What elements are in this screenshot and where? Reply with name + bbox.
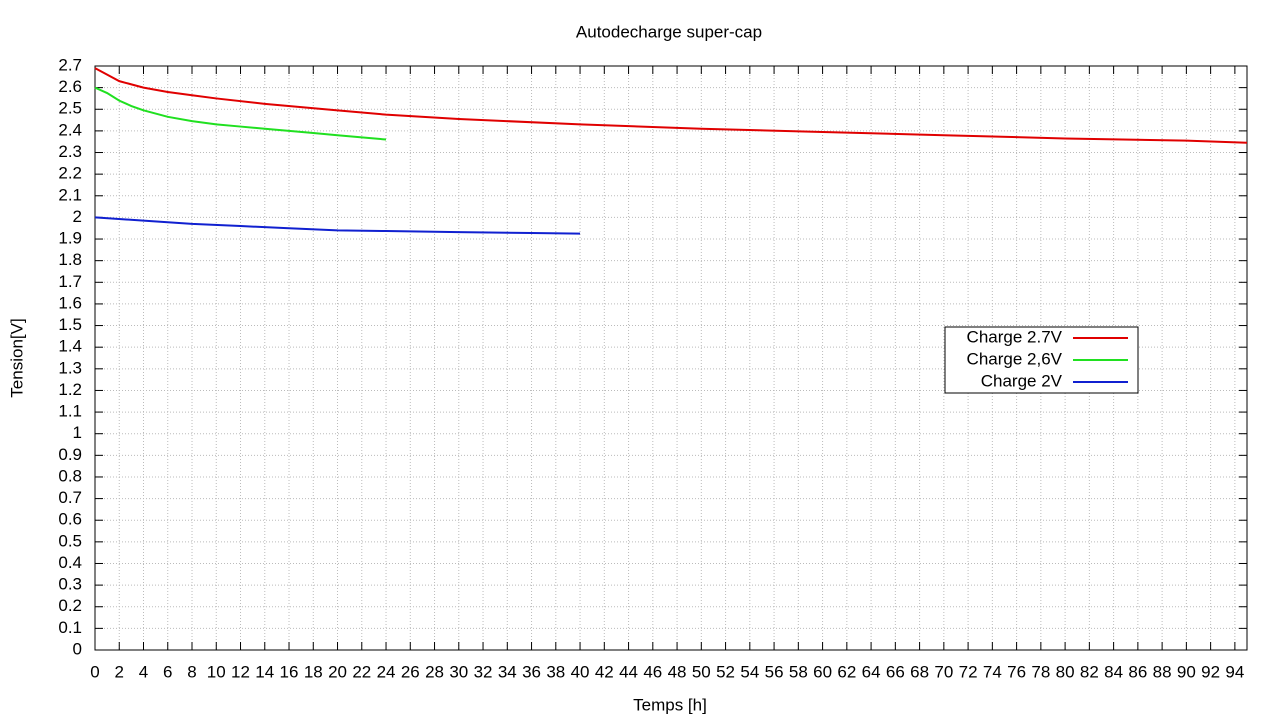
x-tick-label: 44 [619,662,638,681]
x-tick-label: 40 [571,662,590,681]
x-tick-label: 32 [474,662,493,681]
y-tick-label: 1.3 [58,358,82,377]
x-tick-label: 80 [1056,662,1075,681]
x-tick-label: 60 [813,662,832,681]
x-tick-label: 82 [1080,662,1099,681]
x-tick-label: 24 [377,662,396,681]
x-tick-label: 58 [789,662,808,681]
y-tick-label: 0.1 [58,618,82,637]
series-line [94,67,1248,144]
y-tick-label: 1.8 [58,250,82,269]
y-tick-label: 2.7 [58,55,82,74]
y-tick-label: 1.5 [58,315,82,334]
x-tick-label: 54 [740,662,759,681]
y-tick-label: 2.4 [58,120,82,139]
y-tick-label: 0.7 [58,488,82,507]
plot-frame [94,65,1248,651]
y-tick-label: 2.2 [58,164,82,183]
x-tick-label: 76 [1007,662,1026,681]
x-tick-label: 62 [837,662,856,681]
x-tick-label: 16 [280,662,299,681]
x-tick-label: 64 [862,662,881,681]
y-tick-label: 0.8 [58,466,82,485]
y-tick-label: 1.9 [58,229,82,248]
y-tick-label: 2.1 [58,185,82,204]
x-tick-label: 22 [352,662,371,681]
y-tick-label: 0 [73,639,82,658]
x-tick-label: 70 [934,662,953,681]
y-tick-label: 0.3 [58,575,82,594]
x-tick-label: 6 [163,662,172,681]
x-tick-label: 50 [692,662,711,681]
y-tick-label: 0.6 [58,510,82,529]
chart-title: Autodecharge super-cap [576,22,762,41]
x-tick-label: 90 [1177,662,1196,681]
x-tick-label: 20 [328,662,347,681]
legend-label: Charge 2V [981,371,1063,390]
y-tick-label: 2.3 [58,142,82,161]
x-tick-label: 94 [1225,662,1244,681]
x-tick-label: 8 [187,662,196,681]
y-tick-label: 0.2 [58,596,82,615]
x-tick-label: 48 [668,662,687,681]
y-tick-label: 1 [73,423,82,442]
y-tick-label: 2 [73,207,82,226]
x-tick-label: 56 [765,662,784,681]
x-tick-label: 88 [1153,662,1172,681]
y-tick-label: 2.5 [58,99,82,118]
x-tick-label: 4 [139,662,148,681]
x-tick-label: 10 [207,662,226,681]
legend-label: Charge 2,6V [967,349,1063,368]
x-tick-label: 74 [983,662,1002,681]
y-axis-label: Tension[V] [7,318,26,397]
x-tick-label: 34 [498,662,517,681]
x-tick-label: 72 [959,662,978,681]
y-tick-label: 0.9 [58,445,82,464]
y-tick-label: 2.6 [58,77,82,96]
x-tick-label: 46 [643,662,662,681]
x-tick-label: 2 [115,662,124,681]
x-tick-label: 12 [231,662,250,681]
y-tick-label: 0.4 [58,553,82,572]
x-tick-label: 68 [910,662,929,681]
legend-label: Charge 2.7V [967,327,1063,346]
x-tick-label: 84 [1104,662,1123,681]
x-tick-label: 42 [595,662,614,681]
series-line [94,216,581,235]
y-tick-label: 1.1 [58,402,82,421]
x-axis-label: Temps [h] [633,695,707,714]
x-tick-label: 28 [425,662,444,681]
x-tick-label: 18 [304,662,323,681]
x-tick-label: 38 [546,662,565,681]
x-tick-label: 30 [449,662,468,681]
x-tick-label: 36 [522,662,541,681]
x-tick-label: 66 [886,662,905,681]
y-tick-label: 1.2 [58,380,82,399]
x-tick-label: 78 [1031,662,1050,681]
y-tick-label: 0.5 [58,531,82,550]
y-tick-label: 1.6 [58,293,82,312]
x-tick-label: 92 [1201,662,1220,681]
x-tick-label: 52 [716,662,735,681]
y-tick-label: 1.4 [58,337,82,356]
x-tick-label: 0 [90,662,99,681]
x-tick-label: 14 [255,662,274,681]
series-line [94,86,387,141]
x-tick-label: 26 [401,662,420,681]
x-tick-label: 86 [1128,662,1147,681]
y-tick-label: 1.7 [58,272,82,291]
